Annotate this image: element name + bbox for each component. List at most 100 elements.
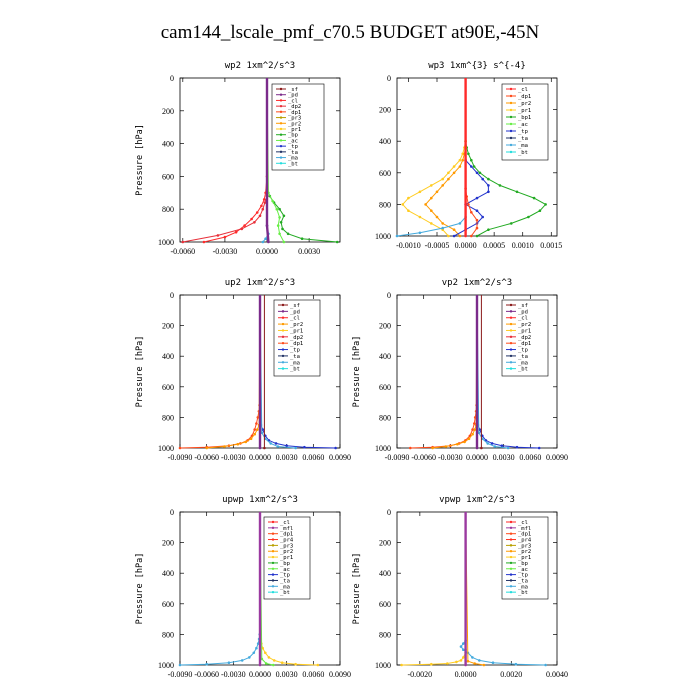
data-point [538,209,542,212]
y-tick-label: 600 [162,172,174,181]
x-tick-label: 0.0090 [546,453,568,462]
data-point [458,165,462,168]
legend-entry: _bt [288,161,298,167]
data-point [205,662,208,666]
data-point [274,442,278,445]
legend-entry: _ma [518,584,528,590]
series-line-dp1 [179,294,261,449]
data-point [441,222,445,225]
legend-marker [509,129,513,133]
data-point [537,446,541,450]
data-point [205,446,208,450]
data-point [264,662,268,665]
x-tick-label: -0.0090 [168,670,193,679]
data-point [475,234,479,238]
legend-marker [279,116,283,119]
y-tick-label: 0 [387,291,391,300]
legend-marker [281,310,285,313]
legend-marker [271,544,275,547]
legend-entry: _tp [290,348,300,354]
data-point [441,184,445,187]
data-point [452,228,456,231]
data-point [300,237,304,240]
legend-marker [271,561,275,565]
data-point [248,656,251,659]
legend-marker [281,354,285,358]
data-point [401,203,405,206]
x-tick-label: -0.0090 [168,453,193,462]
legend-marker [509,590,513,594]
legend-marker [281,335,285,339]
x-tick-label: 0.0060 [302,453,324,462]
x-tick-label: 0.0090 [329,670,351,679]
legend-marker [509,322,513,326]
data-point [464,234,467,238]
x-tick-label: 0.0000 [455,241,477,250]
legend-marker [281,316,285,319]
x-tick-label: 0.0040 [546,670,568,679]
data-point [286,232,290,236]
y-tick-label: 400 [379,569,391,578]
data-point [261,207,265,211]
legend-entry: _pr4 [518,538,532,544]
data-point [471,428,474,431]
data-point [527,215,530,219]
data-point [493,445,497,448]
data-point [544,663,547,667]
data-point [490,442,494,445]
legend-entry: _ac [518,567,528,573]
data-point [234,230,238,234]
x-tick-label: 0.0015 [540,241,562,250]
data-point [303,445,306,449]
figure-title: cam144_lscale_pmf_c70.5 BUDGET at90E,-45… [161,22,540,43]
y-tick-label: 1000 [375,232,391,241]
legend-entry: _dp2 [518,335,531,341]
legend-marker [279,162,283,165]
data-point [498,184,502,187]
y-tick-label: 200 [162,539,174,548]
data-point [278,232,281,236]
data-point [269,442,273,445]
data-point [278,207,281,211]
legend-entry: _pr2 [518,101,531,107]
data-point [282,214,286,218]
y-tick-label: 800 [379,200,391,209]
data-point [473,662,477,665]
data-point [271,199,274,203]
y-tick-label: 600 [162,383,174,392]
legend-marker [279,110,283,114]
x-tick-label: 0.0000 [249,670,271,679]
x-tick-label: 0.0090 [329,453,351,462]
data-point [285,444,289,448]
data-point [452,234,456,238]
legend-marker [509,310,513,313]
y-tick-label: 400 [162,569,174,578]
series-line-pr2 [465,511,484,666]
data-point [253,221,256,224]
legend-marker [271,579,275,582]
legend-box [273,299,321,377]
data-point [472,165,476,168]
legend-entry: _cl [518,87,528,93]
legend-entry: _bt [280,590,290,596]
legend-entry: _pr1 [288,127,301,133]
legend-marker [279,99,283,102]
legend-entry: _cl [288,98,298,104]
data-point [316,663,320,667]
legend-entry: _cl [290,316,300,322]
legend-marker [509,115,513,119]
legend-marker [271,555,275,559]
y-tick-label: 0 [170,291,174,300]
legend-marker [271,573,275,576]
data-point [500,444,504,448]
data-point [447,171,450,175]
data-point [470,158,473,162]
legend-marker [509,87,513,91]
legend-entry: _ta [280,578,290,584]
legend-entry: _pr2 [290,322,303,328]
legend-entry: _ta [518,136,528,142]
data-point [258,446,262,450]
y-tick-label: 400 [379,137,391,146]
data-point [240,659,244,662]
y-tick-label: 200 [379,322,391,331]
